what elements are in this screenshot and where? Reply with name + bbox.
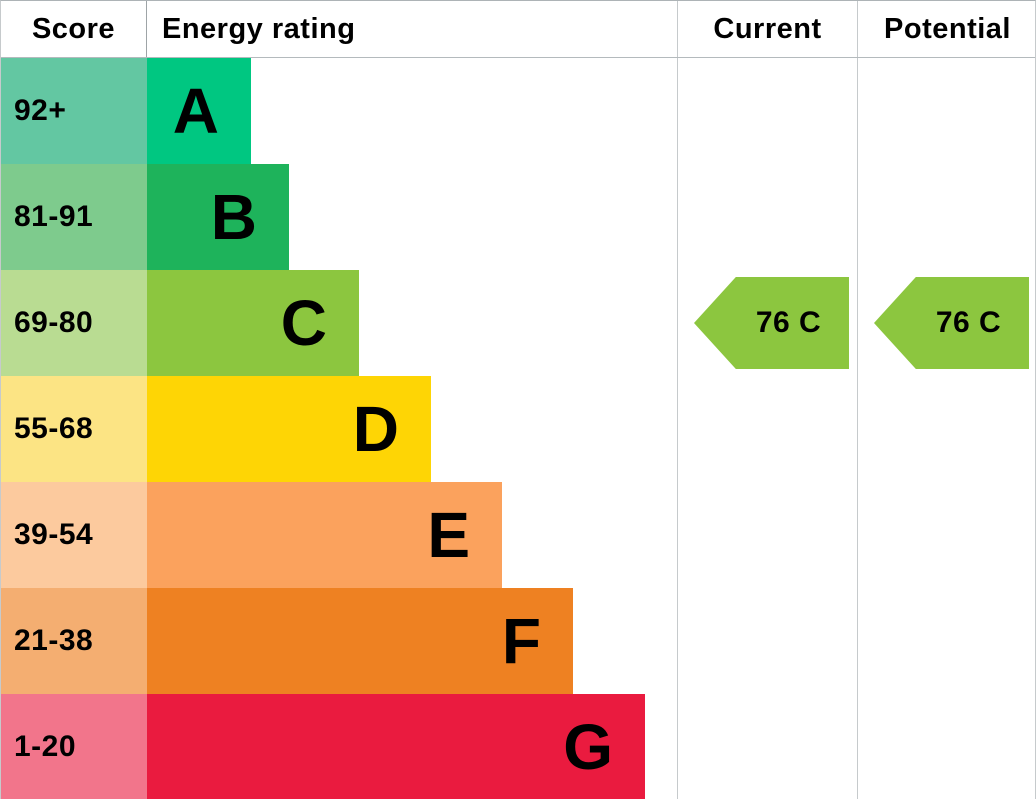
score-label: 55-68 bbox=[14, 412, 94, 445]
band-row: 1-20 G bbox=[1, 694, 1035, 799]
rating-bar-area: B bbox=[147, 164, 677, 270]
rating-letter: D bbox=[352, 393, 399, 465]
header-energy-rating-label: Energy rating bbox=[162, 12, 356, 45]
header-score-label: Score bbox=[31, 12, 116, 45]
rating-letter: F bbox=[501, 605, 541, 677]
current-cell bbox=[677, 694, 857, 799]
current-cell bbox=[677, 376, 857, 482]
header-current: Current bbox=[677, 1, 857, 57]
rating-bar-area: E bbox=[147, 482, 677, 588]
rating-bar-area: A bbox=[147, 58, 677, 164]
rating-bar: G bbox=[147, 694, 645, 799]
score-cell: 21-38 bbox=[1, 588, 147, 694]
rating-bar: F bbox=[147, 588, 573, 694]
rating-letter: E bbox=[427, 499, 470, 571]
rating-bar-area: C bbox=[147, 270, 677, 376]
score-label: 92+ bbox=[14, 94, 67, 127]
header-potential-label: Potential bbox=[884, 12, 1011, 45]
potential-cell bbox=[857, 58, 1035, 164]
band-row: 92+ A bbox=[1, 58, 1035, 164]
potential-cell bbox=[857, 482, 1035, 588]
band-row: 39-54 E bbox=[1, 482, 1035, 588]
current-cell bbox=[677, 58, 857, 164]
rating-bar: C bbox=[147, 270, 359, 376]
current-cell bbox=[677, 164, 857, 270]
potential-cell bbox=[857, 694, 1035, 799]
rating-bar: B bbox=[147, 164, 289, 270]
band-row: 69-80 C 76 C 76 C bbox=[1, 270, 1035, 376]
current-rating-arrow-label: 76 C bbox=[755, 306, 822, 339]
header-score: Score bbox=[1, 1, 147, 57]
score-cell: 69-80 bbox=[1, 270, 147, 376]
rating-bar-area: G bbox=[147, 694, 677, 799]
current-rating-arrow: 76 C bbox=[694, 277, 849, 369]
band-row: 81-91 B bbox=[1, 164, 1035, 270]
score-label: 21-38 bbox=[14, 624, 94, 657]
score-cell: 55-68 bbox=[1, 376, 147, 482]
rating-letter: G bbox=[563, 711, 613, 783]
rating-letter: C bbox=[280, 287, 327, 359]
potential-cell bbox=[857, 164, 1035, 270]
current-cell: 76 C bbox=[677, 270, 857, 376]
rating-letter: A bbox=[172, 75, 219, 147]
potential-cell bbox=[857, 376, 1035, 482]
rating-bar: D bbox=[147, 376, 431, 482]
potential-cell: 76 C bbox=[857, 270, 1035, 376]
score-label: 1-20 bbox=[14, 730, 77, 763]
score-cell: 1-20 bbox=[1, 694, 147, 799]
band-rows: 92+ A 81-91 B 69-80 C 76 C bbox=[1, 58, 1035, 799]
current-cell bbox=[677, 588, 857, 694]
header-row: Score Energy rating Current Potential bbox=[1, 1, 1035, 58]
rating-bar: E bbox=[147, 482, 502, 588]
rating-bar: A bbox=[147, 58, 251, 164]
score-label: 81-91 bbox=[14, 200, 94, 233]
potential-rating-arrow: 76 C bbox=[874, 277, 1029, 369]
rating-bar-area: F bbox=[147, 588, 677, 694]
header-potential: Potential bbox=[857, 1, 1035, 57]
header-energy-rating: Energy rating bbox=[147, 1, 677, 57]
score-cell: 81-91 bbox=[1, 164, 147, 270]
score-label: 39-54 bbox=[14, 518, 94, 551]
score-cell: 39-54 bbox=[1, 482, 147, 588]
rating-letter: B bbox=[210, 181, 257, 253]
header-current-label: Current bbox=[713, 12, 822, 45]
band-row: 55-68 D bbox=[1, 376, 1035, 482]
score-cell: 92+ bbox=[1, 58, 147, 164]
current-cell bbox=[677, 482, 857, 588]
score-label: 69-80 bbox=[14, 306, 94, 339]
potential-rating-arrow-label: 76 C bbox=[935, 306, 1002, 339]
rating-bar-area: D bbox=[147, 376, 677, 482]
potential-cell bbox=[857, 588, 1035, 694]
band-row: 21-38 F bbox=[1, 588, 1035, 694]
